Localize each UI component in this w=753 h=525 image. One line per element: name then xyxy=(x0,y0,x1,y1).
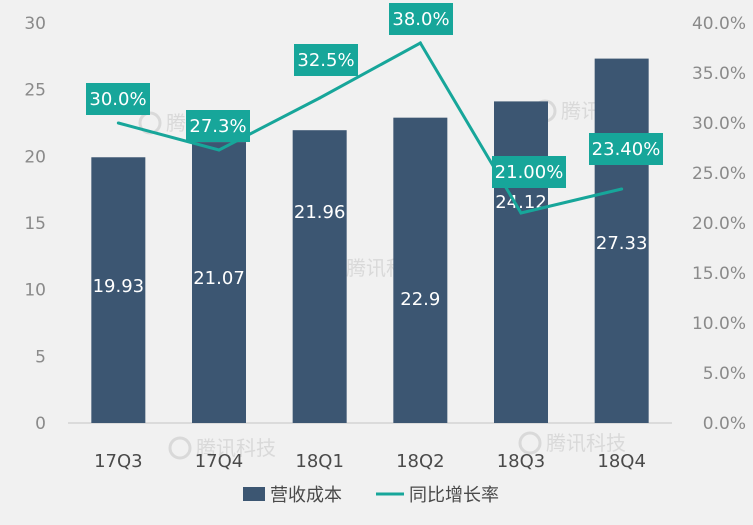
y-right-tick-label: 15.0% xyxy=(692,264,746,284)
y-left-tick-label: 20 xyxy=(24,147,46,167)
growth-rate-label-box xyxy=(294,44,358,76)
growth-rate-label: 27.3% xyxy=(186,110,250,142)
y-left-tick-label: 10 xyxy=(24,281,46,301)
growth-rate-label-box xyxy=(492,156,566,188)
bar xyxy=(393,117,448,424)
watermark: 腾讯科技 xyxy=(518,431,626,455)
x-tick-label: 18Q2 xyxy=(396,451,445,472)
rate-labels-layer: 30.0% 27.3% 32.5% 38.0% 21.00% 23.40% xyxy=(86,3,663,188)
bar-data-label: 24.12 xyxy=(495,192,547,213)
growth-rate-label-text: 30.0% xyxy=(89,89,146,110)
bar-data-label: 21.07 xyxy=(193,268,245,289)
x-tick-label: 17Q3 xyxy=(94,451,143,472)
growth-rate-label-box xyxy=(186,110,250,142)
bar xyxy=(192,142,246,424)
y-right-tick-label: 35.0% xyxy=(692,64,746,84)
bar xyxy=(594,58,649,423)
watermark-text: 腾讯科技 xyxy=(196,436,276,460)
x-tick-label: 18Q3 xyxy=(497,451,546,472)
y-right-tick-label: 0.0% xyxy=(703,414,746,434)
growth-rate-label-text: 32.5% xyxy=(297,50,354,71)
y-right-tick-label: 40.0% xyxy=(692,14,746,34)
y-left-tick-label: 5 xyxy=(35,347,46,367)
growth-rate-label: 38.0% xyxy=(389,3,453,35)
y-right-tick-label: 25.0% xyxy=(692,164,746,184)
growth-rate-line xyxy=(117,40,623,215)
x-tick-label: 17Q4 xyxy=(195,451,244,472)
bar xyxy=(292,130,347,423)
bar-labels-layer: 19.93 21.07 21.96 22.9 24.12 27.33 xyxy=(93,192,648,310)
y-right-tick-label: 20.0% xyxy=(692,214,746,234)
growth-rate-point xyxy=(318,96,322,100)
line-layer xyxy=(116,40,624,215)
growth-rate-label: 30.0% xyxy=(86,83,150,115)
bar-data-label: 19.93 xyxy=(93,276,145,297)
bar-data-label: 22.9 xyxy=(400,289,440,310)
y-left-tick-label: 30 xyxy=(24,14,46,34)
legend: 营收成本 同比增长率 xyxy=(243,485,499,506)
watermark: 腾讯科技 xyxy=(168,436,276,460)
growth-rate-label-box xyxy=(86,83,150,115)
legend-swatch-bar xyxy=(243,487,265,501)
y-left-tick-label: 15 xyxy=(24,214,46,234)
bar xyxy=(494,101,548,424)
growth-rate-label-text: 27.3% xyxy=(189,116,246,137)
bar xyxy=(91,157,146,423)
y-right-tick-label: 30.0% xyxy=(692,114,746,134)
growth-rate-label: 32.5% xyxy=(294,44,358,76)
growth-rate-point xyxy=(620,187,624,191)
growth-rate-label: 21.00% xyxy=(492,156,566,188)
growth-rate-label-text: 38.0% xyxy=(392,9,449,30)
bar-data-label: 21.96 xyxy=(294,202,346,223)
growth-rate-point xyxy=(418,41,422,45)
growth-rate-label-box xyxy=(589,133,663,165)
watermark-logo-icon xyxy=(168,436,192,460)
x-tick-label: 18Q1 xyxy=(295,451,344,472)
y-right-tick-label: 5.0% xyxy=(703,364,746,384)
growth-rate-point xyxy=(116,121,120,125)
growth-rate-label: 23.40% xyxy=(589,133,663,165)
axes-layer: 0 5 10 15 20 25 30 0.0% 5.0% 10.0% 15.0% 20.0% 25.0%… xyxy=(24,14,746,472)
legend-item-line: 同比增长率 xyxy=(376,485,499,506)
y-left-tick-label: 25 xyxy=(24,81,46,101)
bars-layer xyxy=(91,58,649,424)
watermark-logo-icon xyxy=(518,431,542,455)
y-left-tick-label: 0 xyxy=(35,414,46,434)
legend-item-bar: 营收成本 xyxy=(243,485,342,506)
y-right-tick-label: 10.0% xyxy=(692,314,746,334)
legend-label: 同比增长率 xyxy=(409,485,499,506)
growth-rate-label-box xyxy=(389,3,453,35)
legend-label: 营收成本 xyxy=(270,485,342,506)
x-tick-label: 18Q4 xyxy=(597,451,646,472)
growth-rate-label-text: 23.40% xyxy=(592,139,661,160)
bar-data-label: 27.33 xyxy=(596,233,648,254)
watermark-text: 腾讯科技 xyxy=(546,431,626,455)
growth-rate-point xyxy=(217,148,221,152)
growth-rate-label-text: 21.00% xyxy=(495,162,564,183)
growth-rate-point xyxy=(519,211,523,215)
